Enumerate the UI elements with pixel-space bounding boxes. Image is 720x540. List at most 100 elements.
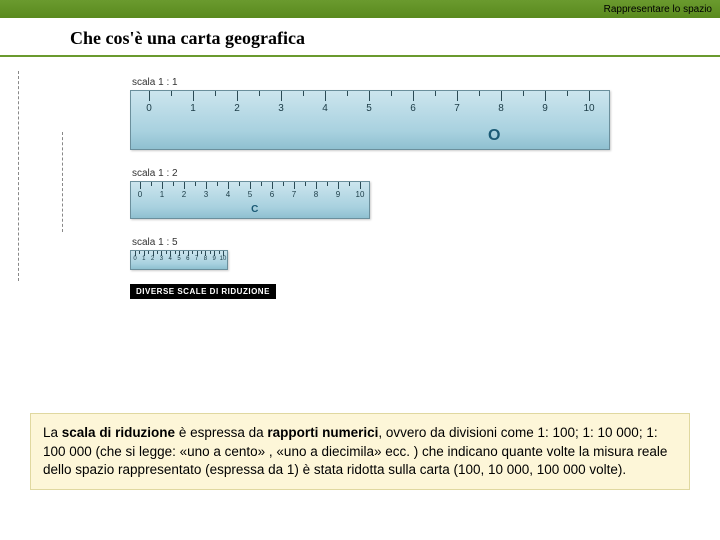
tick-major	[369, 91, 370, 101]
tick-minor	[239, 182, 240, 186]
tick-minor	[303, 91, 304, 96]
tick-number: 4	[226, 190, 230, 199]
ruler-badge: C	[251, 204, 258, 215]
tick-minor	[171, 91, 172, 96]
guide-line	[18, 71, 19, 281]
tick-number: 6	[270, 190, 274, 199]
tick-number: 0	[133, 256, 136, 262]
tick-number: 7	[292, 190, 296, 199]
tick-major	[281, 91, 282, 101]
explanation-box: La scala di riduzione è espressa da rapp…	[30, 413, 690, 490]
tick-major	[589, 91, 590, 101]
tick-number: 5	[248, 190, 252, 199]
ruler-diagram: scala 1 : 1 012345678910 O scala 1 : 2 0…	[0, 57, 720, 299]
para-bold: rapporti numerici	[267, 425, 378, 440]
tick-minor	[139, 251, 140, 254]
ruler-block-1: scala 1 : 1 012345678910 O	[130, 77, 720, 150]
tick-major	[162, 182, 163, 189]
ruler-badge: O	[488, 127, 500, 145]
page-title: Che cos'è una carta geografica	[70, 28, 720, 49]
tick-major	[228, 182, 229, 189]
para-bold: scala di riduzione	[62, 425, 175, 440]
tick-minor	[347, 91, 348, 96]
tick-major	[545, 91, 546, 101]
tick-major	[237, 91, 238, 101]
scale-label: scala 1 : 1	[132, 77, 720, 88]
tick-minor	[210, 251, 211, 254]
tick-number: 4	[169, 256, 172, 262]
title-area: Che cos'è una carta geografica	[0, 18, 720, 57]
tick-minor	[327, 182, 328, 186]
tick-minor	[219, 251, 220, 254]
tick-minor	[175, 251, 176, 254]
ruler-block-2: scala 1 : 2 012345678910 C	[130, 168, 720, 219]
para-text: La	[43, 425, 62, 440]
tick-minor	[166, 251, 167, 254]
scale-label: scala 1 : 5	[132, 237, 720, 248]
tick-number: 3	[160, 256, 163, 262]
tick-minor	[183, 251, 184, 254]
header-bar: Rappresentare lo spazio	[0, 0, 720, 18]
tick-number: 9	[542, 103, 548, 114]
tick-minor	[148, 251, 149, 254]
tick-minor	[259, 91, 260, 96]
tick-minor	[215, 91, 216, 96]
tick-minor	[567, 91, 568, 96]
tick-number: 2	[182, 190, 186, 199]
tick-minor	[151, 182, 152, 186]
tick-number: 4	[322, 103, 328, 114]
tick-major	[140, 182, 141, 189]
tick-number: 3	[278, 103, 284, 114]
tick-major	[457, 91, 458, 101]
tick-number: 5	[177, 256, 180, 262]
tick-major	[206, 182, 207, 189]
tick-minor	[523, 91, 524, 96]
tick-major	[294, 182, 295, 189]
tick-major	[184, 182, 185, 189]
tick-number: 10	[220, 256, 227, 262]
tick-major	[338, 182, 339, 189]
tick-number: 7	[454, 103, 460, 114]
ruler-1-2: 012345678910 C	[130, 181, 370, 219]
guide-line	[62, 132, 63, 232]
tick-minor	[173, 182, 174, 186]
tick-major	[272, 182, 273, 189]
tick-minor	[201, 251, 202, 254]
tick-number: 1	[160, 190, 164, 199]
tick-number: 6	[186, 256, 189, 262]
tick-minor	[391, 91, 392, 96]
tick-number: 7	[195, 256, 198, 262]
tick-number: 8	[314, 190, 318, 199]
tick-minor	[157, 251, 158, 254]
tick-number: 2	[234, 103, 240, 114]
tick-number: 10	[583, 103, 594, 114]
tick-number: 8	[204, 256, 207, 262]
tick-number: 0	[138, 190, 142, 199]
tick-major	[149, 91, 150, 101]
tick-number: 1	[142, 256, 145, 262]
ruler-1-5: 012345678910	[130, 250, 228, 270]
tick-minor	[261, 182, 262, 186]
tick-minor	[479, 91, 480, 96]
tick-minor	[195, 182, 196, 186]
tick-minor	[305, 182, 306, 186]
ruler-block-3: scala 1 : 5 012345678910	[130, 237, 720, 270]
tick-number: 3	[204, 190, 208, 199]
tick-number: 8	[498, 103, 504, 114]
tick-number: 9	[336, 190, 340, 199]
tick-major	[413, 91, 414, 101]
tick-number: 6	[410, 103, 416, 114]
breadcrumb: Rappresentare lo spazio	[604, 4, 712, 15]
tick-minor	[349, 182, 350, 186]
tick-major	[325, 91, 326, 101]
tick-major	[316, 182, 317, 189]
ruler-1-1: 012345678910 O	[130, 90, 610, 150]
tick-major	[360, 182, 361, 189]
tick-minor	[435, 91, 436, 96]
para-text: è espressa da	[175, 425, 267, 440]
tick-major	[250, 182, 251, 189]
tick-minor	[192, 251, 193, 254]
scale-label: scala 1 : 2	[132, 168, 720, 179]
tick-number: 1	[190, 103, 196, 114]
tick-minor	[283, 182, 284, 186]
